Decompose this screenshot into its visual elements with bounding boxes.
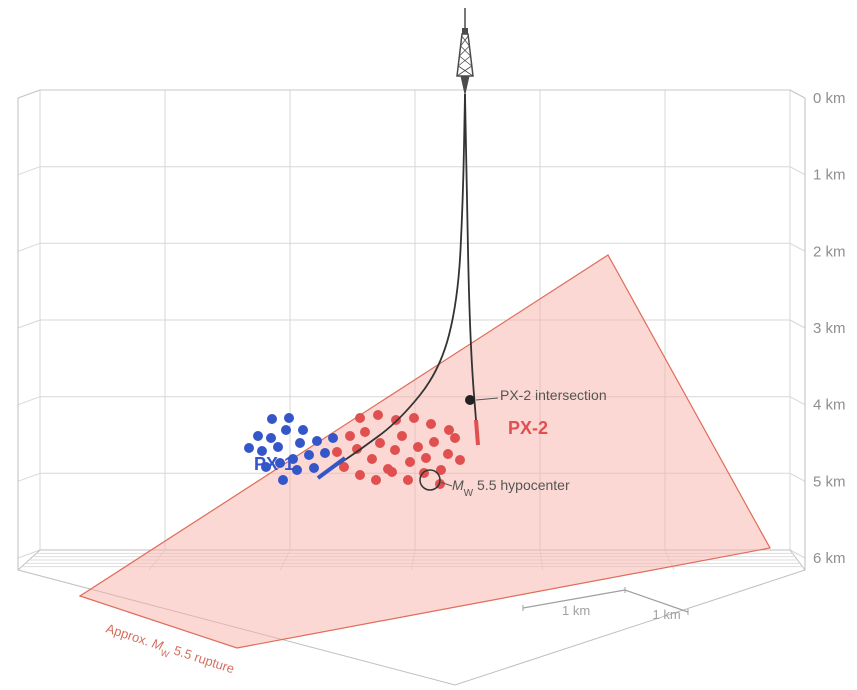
px2-label: PX-2 (508, 418, 548, 438)
depth-tick-label: 5 km (813, 473, 846, 490)
px2-openhole (476, 420, 478, 445)
depth-tick-label: 4 km (813, 397, 846, 414)
px2-intersection-dot (465, 395, 475, 405)
scale-label-2: 1 km (653, 607, 681, 622)
scale-label-1: 1 km (562, 603, 590, 618)
depth-tick-label: 2 km (813, 243, 846, 260)
depth-tick-label: 1 km (813, 167, 846, 184)
px1-label: PX-1 (254, 454, 294, 474)
px2-intersection-label: PX-2 intersection (500, 387, 607, 403)
depth-tick-label: 3 km (813, 320, 846, 337)
depth-tick-label: 0 km (813, 90, 846, 107)
drilling-rig-icon (457, 8, 473, 94)
depth-tick-label: 6 km (813, 550, 846, 567)
scale-bars: 1 km 1 km (523, 587, 688, 622)
